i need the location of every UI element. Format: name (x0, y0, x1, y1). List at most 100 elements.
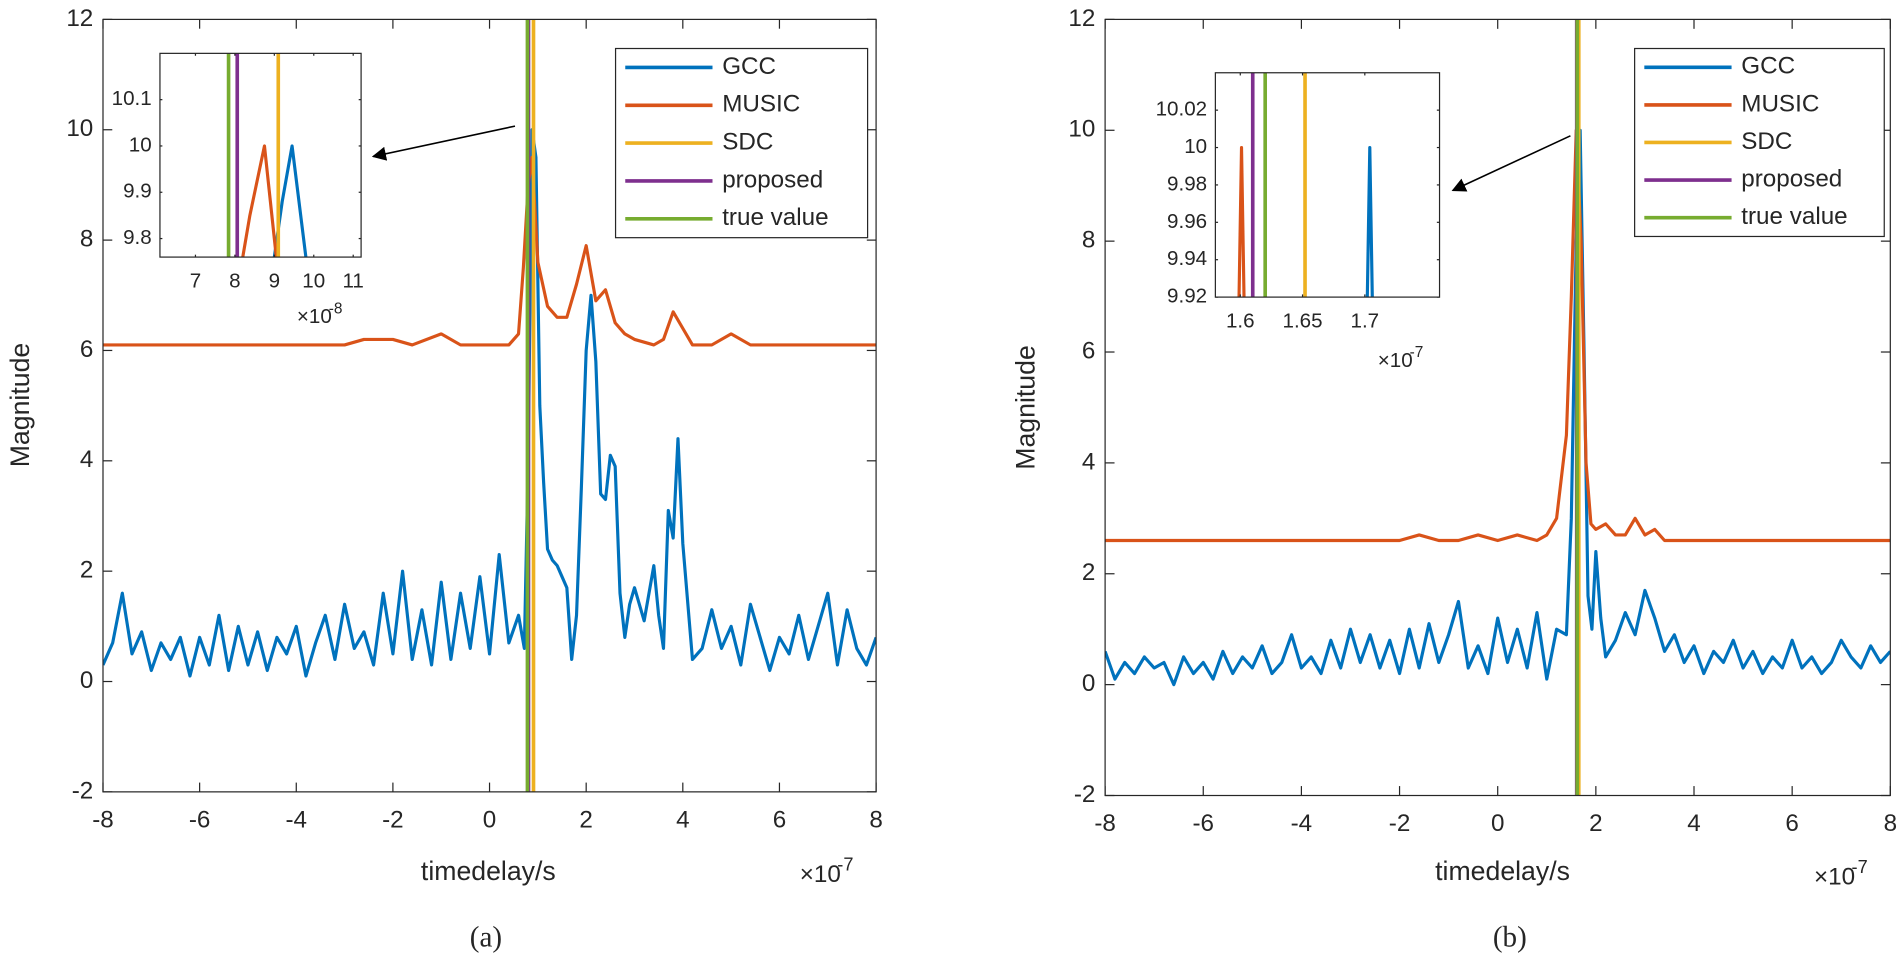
x-tick-label: 8 (1884, 810, 1897, 837)
x-tick-label: -8 (1094, 810, 1116, 837)
y-tick-label: 0 (80, 667, 93, 694)
line (102, 155, 877, 347)
x-exponent-base: ×10 (1814, 863, 1855, 890)
axes-box (159, 52, 362, 258)
x-exponent: -8 (329, 301, 343, 318)
legend-label: SDC (722, 128, 773, 155)
legend-label: GCC (722, 53, 776, 80)
zoom-arrow (371, 125, 516, 161)
line (1237, 145, 1246, 298)
x-tick-label: 2 (579, 806, 592, 833)
y-tick-label: 9.8 (123, 226, 152, 249)
x-tick-label: -8 (92, 806, 114, 833)
plot-background (1215, 72, 1440, 298)
y-tick-label: 12 (1068, 5, 1095, 32)
y-tick-label: 9.96 (1167, 210, 1207, 233)
x-tick-label: 8 (869, 806, 882, 833)
x-tick-label: 11 (343, 269, 364, 292)
plot-area (102, 19, 877, 792)
y-tick-label: 9.94 (1167, 247, 1207, 270)
y-tick-label: 10 (1068, 116, 1095, 143)
x-tick-label: 0 (483, 806, 496, 833)
x-exponent-base: ×10 (800, 861, 841, 888)
x-tick-label: -4 (1291, 810, 1313, 837)
line (241, 144, 278, 258)
x-tick-label: 4 (1687, 810, 1700, 837)
y-tick-label: 10.02 (1156, 98, 1208, 121)
caption: (a) (470, 921, 502, 953)
plot-background (159, 53, 362, 258)
x-exponent-base: ×10 (1378, 349, 1413, 372)
axes: -8 -6 -4 -2 0 2 4 6 8 -2 0 2 4 6 8 10 12 timedelay/s Magni… (1011, 5, 1897, 954)
line (102, 128, 877, 678)
x-tick-label: 1.6 (1226, 309, 1255, 332)
x-tick-label: -6 (1192, 810, 1214, 837)
x-tick-label: 1.65 (1283, 309, 1323, 332)
x-tick-label: 10 (302, 269, 325, 292)
y-tick-label: 10 (1184, 135, 1207, 158)
x-axis-label: timedelay/s (1435, 856, 1570, 886)
legend-label: MUSIC (722, 91, 800, 118)
x-axis-label: timedelay/s (421, 856, 556, 886)
y-tick-label: 10 (129, 133, 152, 156)
legend-label: GCC (1741, 53, 1795, 80)
x-exponent: -7 (837, 855, 853, 875)
x-exponent-base: ×10 (297, 305, 332, 328)
x-tick-label: 9 (269, 269, 280, 292)
caption: (b) (1493, 921, 1527, 953)
axes-box (1104, 18, 1891, 797)
y-tick-label: 9.98 (1167, 172, 1207, 195)
y-tick-label: -2 (72, 777, 94, 804)
plot-area (226, 53, 308, 258)
x-tick-label: 0 (1491, 810, 1504, 837)
y-tick-label: 9.9 (123, 180, 152, 203)
y-tick-label: 6 (80, 336, 93, 363)
y-tick-label: 8 (80, 226, 93, 253)
x-tick-label: 1.7 (1351, 309, 1380, 332)
x-exponent: -7 (1410, 344, 1424, 361)
x-tick-label: -4 (285, 806, 307, 833)
legend-label: true value (1741, 203, 1847, 230)
plots: -8 -6 -4 -2 0 2 4 6 8 -2 0 2 4 6 8 10 12 timedelay/s Magni… (5, 5, 1897, 954)
axes-box (102, 18, 877, 793)
y-tick-label: 10 (66, 115, 93, 142)
x-tick-label: 2 (1589, 810, 1602, 837)
axes: 1.6 1.65 1.7 9.92 9.94 9.96 9.98 10 10.02 ×10-7 (1156, 72, 1441, 372)
zoom-arrow (1451, 135, 1571, 192)
legend-label: SDC (1741, 128, 1792, 155)
y-axis-label: Magnitude (1011, 345, 1041, 470)
x-tick-label: 4 (676, 806, 689, 833)
y-tick-label: 2 (1082, 559, 1095, 586)
y-tick-label: 10.1 (112, 87, 152, 110)
y-tick-label: 2 (80, 557, 93, 584)
x-tick-label: -2 (1389, 810, 1411, 837)
legend-label: MUSIC (1741, 90, 1819, 117)
y-tick-label: 6 (1082, 337, 1095, 364)
x-exponent: -7 (1852, 857, 1868, 877)
legend-label: true value (722, 204, 828, 231)
y-tick-label: 8 (1082, 227, 1095, 254)
plot-area (1105, 19, 1891, 796)
y-tick-label: 4 (1082, 448, 1095, 475)
y-tick-label: 4 (80, 446, 93, 473)
y-tick-label: 9.92 (1167, 285, 1207, 308)
y-axis-label: Magnitude (5, 343, 35, 468)
y-tick-label: 12 (66, 5, 93, 32)
x-tick-label: 8 (229, 269, 240, 292)
x-tick-label: 6 (773, 806, 786, 833)
x-tick-label: -6 (189, 806, 211, 833)
x-tick-label: 6 (1785, 810, 1798, 837)
x-tick-label: 7 (190, 269, 201, 292)
legend-label: proposed (722, 166, 823, 193)
x-tick-label: -2 (382, 806, 404, 833)
line (1105, 128, 1891, 687)
line (1365, 145, 1374, 298)
legend-label: proposed (1741, 165, 1842, 192)
y-tick-label: -2 (1074, 781, 1096, 808)
axes: 7 8 9 10 11 9.8 9.9 10 10.1 ×10-8 (112, 52, 364, 328)
plot-area (1237, 72, 1374, 298)
y-tick-label: 0 (1082, 670, 1095, 697)
axes-box (1214, 72, 1441, 298)
